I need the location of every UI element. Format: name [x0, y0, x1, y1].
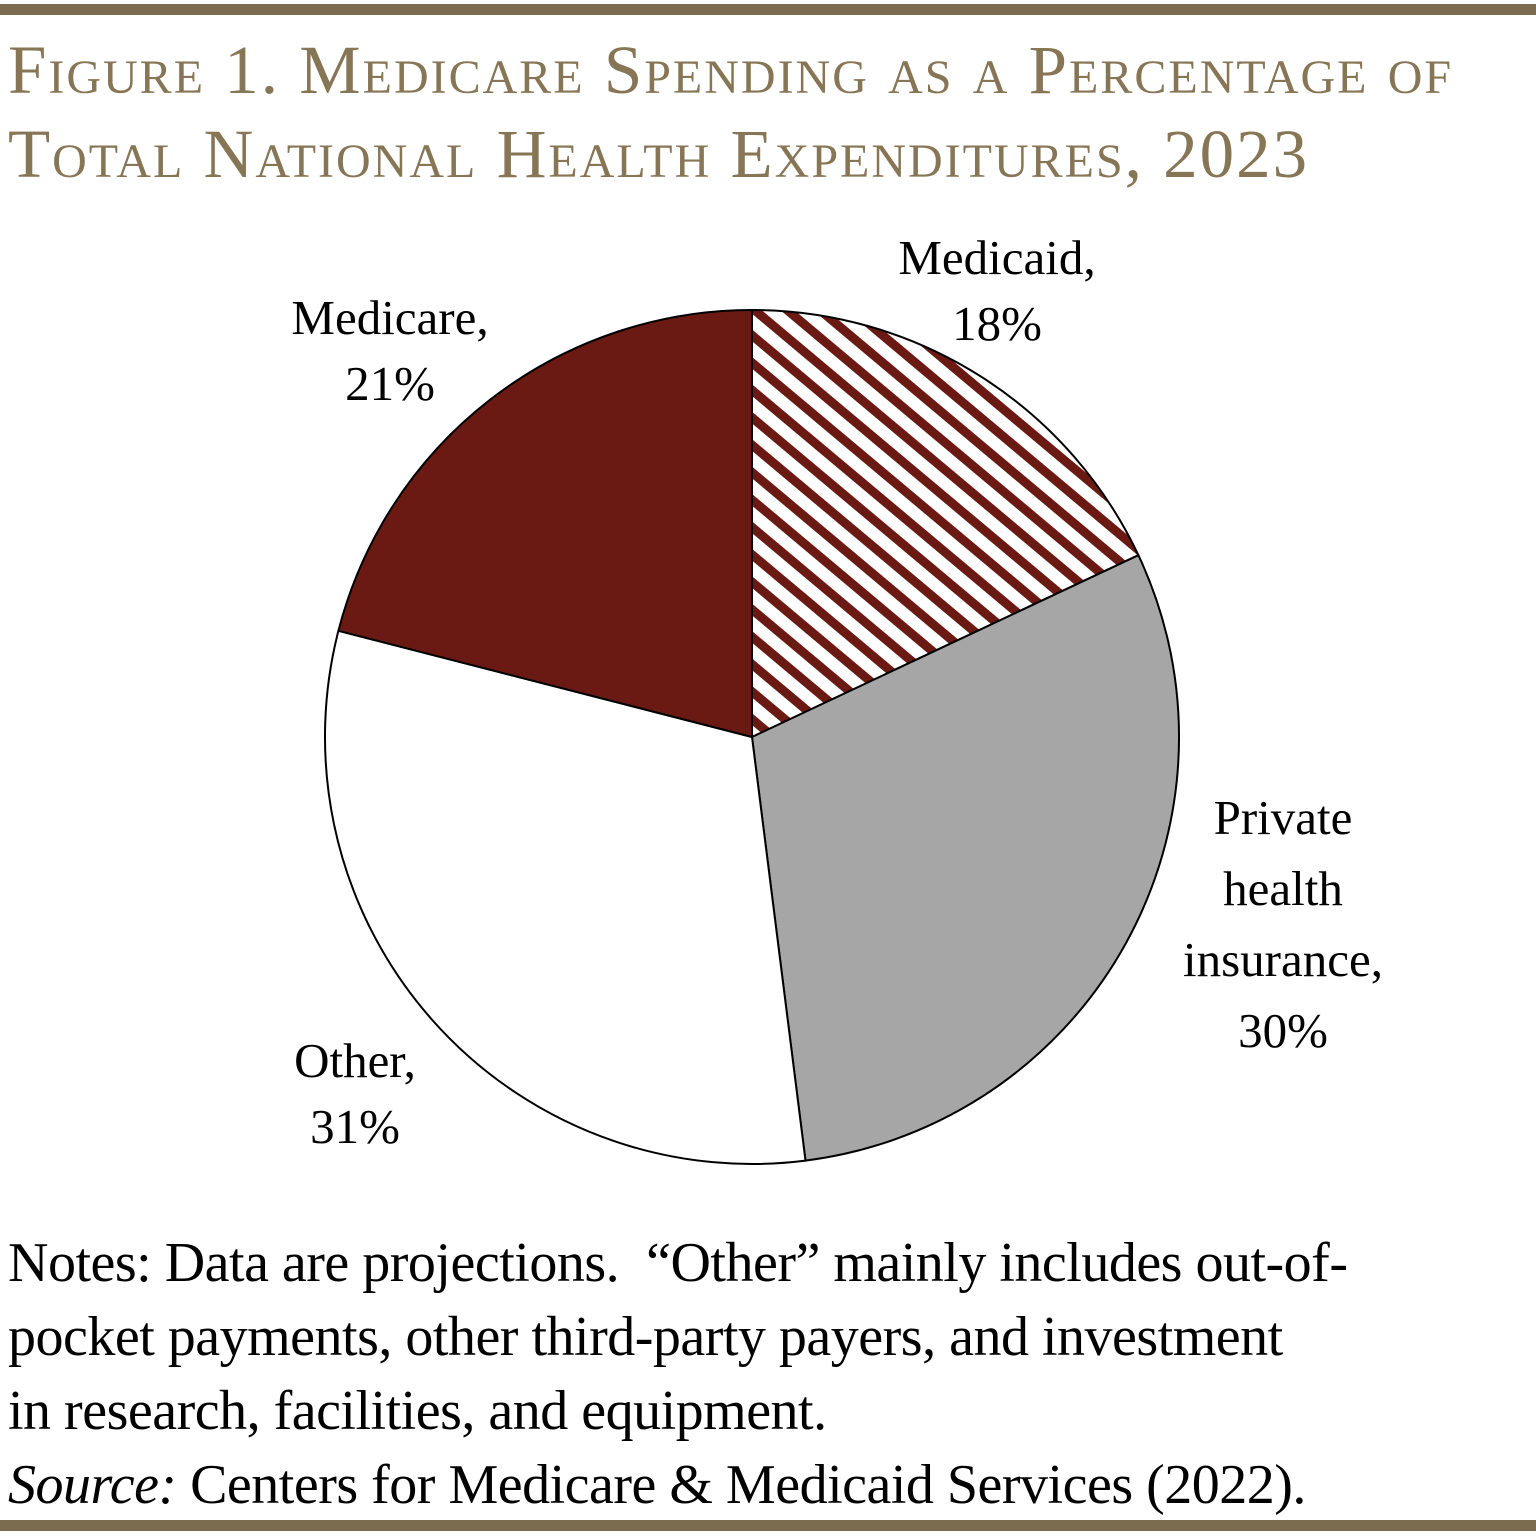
notes-source-line: Source: Centers for Medicare & Medicaid …	[8, 1448, 1532, 1522]
pie-slice-other	[324, 629, 807, 1165]
figure-notes: Notes: Data are projections. “Other” mai…	[8, 1226, 1532, 1522]
top-horizontal-rule	[0, 4, 1536, 15]
slice-label-medicaid-name: Medicaid,	[898, 230, 1096, 285]
slice-label-private-health-insurance: Private health insurance, 30%	[1113, 782, 1453, 1066]
notes-source-text: Centers for Medicare & Medicaid Services…	[176, 1454, 1306, 1516]
slice-label-medicare-value: 21%	[345, 356, 435, 411]
slice-label-other: Other, 31%	[205, 1028, 505, 1160]
slice-label-private-value: 30%	[1238, 1003, 1328, 1058]
notes-line1: Notes: Data are projections. “Other” mai…	[8, 1232, 1348, 1294]
notes-line2: pocket payments, other third-party payer…	[8, 1306, 1283, 1368]
figure-title: Figure 1. Medicare Spending as a Percent…	[8, 28, 1528, 196]
slice-label-medicaid-value: 18%	[952, 296, 1042, 351]
figure-title-line1: Figure 1. Medicare Spending as a Percent…	[8, 32, 1454, 108]
pie-slice-private-health-insurance	[751, 554, 1181, 1162]
slice-label-private-line3: insurance,	[1183, 932, 1383, 987]
slice-label-medicaid: Medicaid, 18%	[847, 225, 1147, 357]
slice-label-other-value: 31%	[310, 1099, 400, 1154]
bottom-horizontal-rule	[0, 1520, 1536, 1531]
slice-label-medicare-name: Medicare,	[291, 290, 489, 345]
slice-label-other-name: Other,	[294, 1033, 416, 1088]
notes-line3: in research, facilities, and equipment.	[8, 1380, 827, 1442]
notes-source-label: Source:	[8, 1454, 177, 1516]
slice-label-private-line2: health	[1223, 861, 1343, 916]
pie-slice-medicaid	[751, 309, 1140, 738]
slice-label-medicare: Medicare, 21%	[240, 285, 540, 417]
figure-title-line2: Total National Health Expenditures, 2023	[8, 116, 1310, 192]
slice-label-private-line1: Private	[1213, 790, 1353, 845]
pie-slice-medicare	[337, 309, 753, 738]
